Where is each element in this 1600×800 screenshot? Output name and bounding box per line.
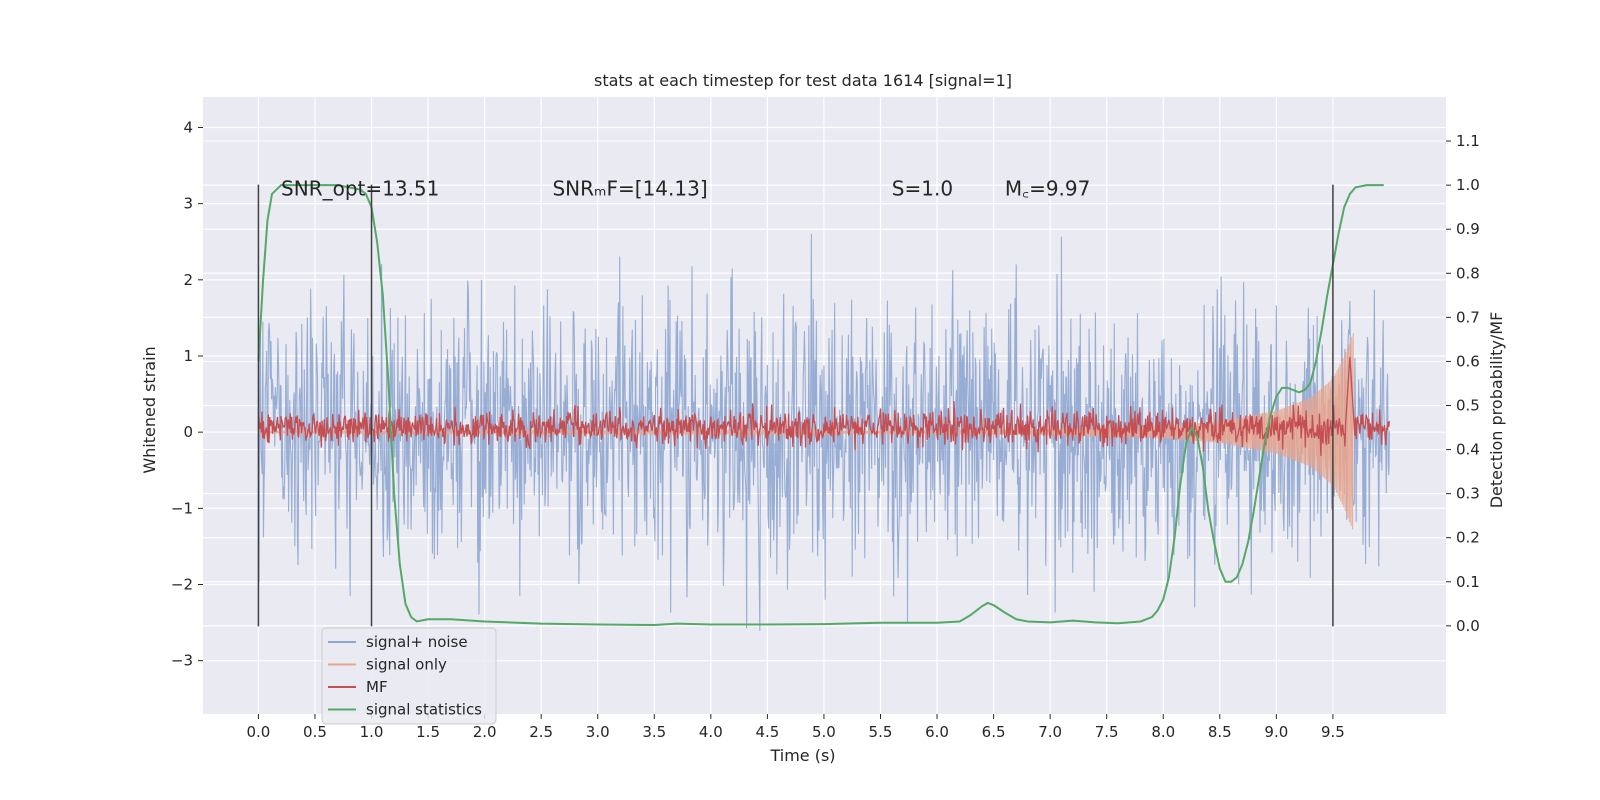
y-right-tick-label: 0.8: [1456, 264, 1480, 282]
x-tick-label: 5.5: [869, 723, 893, 741]
x-tick-label: 3.0: [586, 723, 610, 741]
y-right-tick-label: 1.1: [1456, 132, 1480, 150]
legend-label: signal+ noise: [366, 633, 468, 651]
y-right-tick-label: 0.7: [1456, 308, 1480, 326]
x-tick-label: 2.5: [529, 723, 553, 741]
y-right-tick-label: 0.1: [1456, 573, 1480, 591]
legend-label: signal only: [366, 656, 447, 674]
x-tick-label: 0.0: [246, 723, 270, 741]
y-tick-label: 2: [183, 271, 193, 289]
x-tick-label: 4.0: [699, 723, 723, 741]
x-tick-label: 3.5: [642, 723, 666, 741]
x-tick-label: 5.0: [812, 723, 836, 741]
x-tick-label: 0.5: [303, 723, 327, 741]
y-right-tick-label: 0.3: [1456, 485, 1480, 503]
y-tick-label: 1: [183, 347, 193, 365]
x-tick-label: 9.5: [1321, 723, 1345, 741]
y-tick-label: 0: [183, 423, 193, 441]
y-right-tick-label: 0.4: [1456, 441, 1480, 459]
y-tick-label: −3: [171, 652, 193, 670]
series-mf: [257, 356, 1391, 456]
series-signal-statistics: [257, 184, 1384, 626]
x-tick-label: 1.5: [416, 723, 440, 741]
y-right-tick-label: 0.0: [1456, 617, 1480, 635]
y-tick-label: −1: [171, 499, 193, 517]
annotation-chirp-mass: M꜀=9.97: [1005, 176, 1090, 200]
y-tick-label: 4: [183, 118, 193, 136]
y-axis-label: Whitened strain: [140, 346, 159, 473]
y-axis-label-right: Detection probability/MF: [1487, 312, 1506, 509]
y-tick-label: −2: [171, 576, 193, 594]
x-tick-label: 7.5: [1095, 723, 1119, 741]
x-tick-label: 6.0: [925, 723, 949, 741]
x-tick-label: 2.0: [473, 723, 497, 741]
x-tick-label: 9.0: [1264, 723, 1288, 741]
legend-label: signal statistics: [366, 701, 482, 719]
y-right-tick-label: 0.6: [1456, 352, 1480, 370]
annotation-snr-mf: SNRₘF=[14.13]: [552, 176, 707, 200]
annotation-s-value: S=1.0: [892, 176, 953, 200]
chart-title: stats at each timestep for test data 161…: [594, 71, 1012, 90]
x-tick-label: 6.5: [982, 723, 1006, 741]
x-tick-label: 1.0: [360, 723, 384, 741]
y-right-tick-label: 0.5: [1456, 397, 1480, 415]
annotation-snr-opt: SNR_opt=13.51: [281, 176, 439, 200]
x-tick-label: 8.5: [1208, 723, 1232, 741]
y-right-tick-label: 0.2: [1456, 529, 1480, 547]
x-tick-label: 4.5: [755, 723, 779, 741]
y-right-tick-label: 1.0: [1456, 176, 1480, 194]
legend: signal+ noise signal only MF signal statist…: [321, 627, 497, 725]
x-tick-label: 8.0: [1151, 723, 1175, 741]
x-axis-label: Time (s): [769, 746, 835, 765]
legend-label: MF: [366, 678, 388, 696]
y-tick-label: 3: [183, 195, 193, 213]
x-tick-label: 7.0: [1038, 723, 1062, 741]
legend-box: [321, 627, 497, 725]
y-right-tick-label: 0.9: [1456, 220, 1480, 238]
